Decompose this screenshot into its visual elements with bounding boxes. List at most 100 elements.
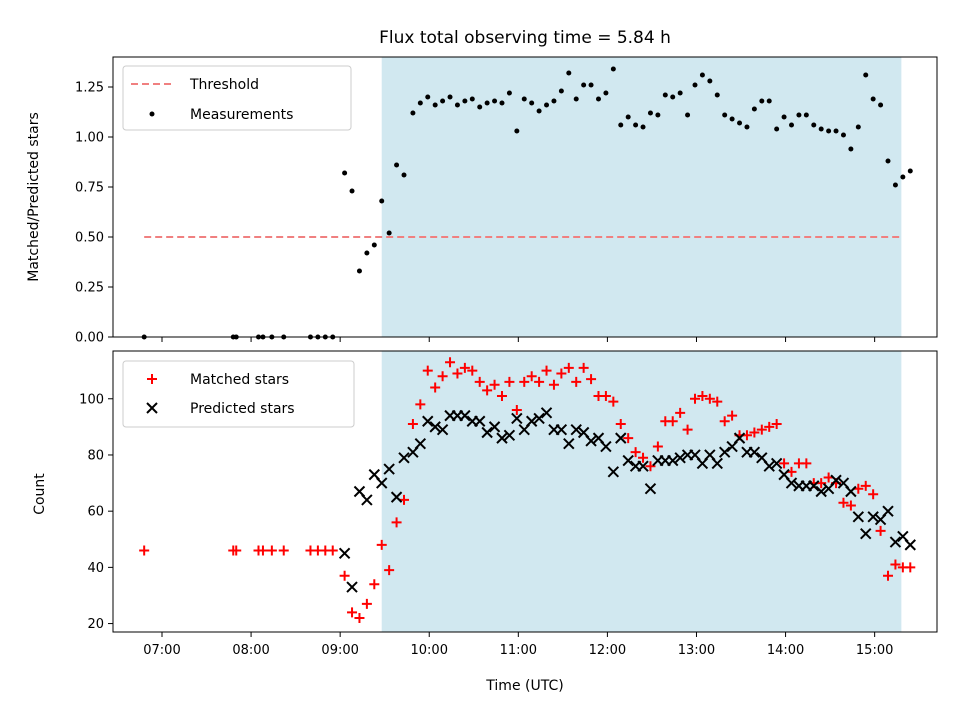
data-point (845, 500, 856, 511)
data-point (361, 494, 373, 506)
data-point (581, 82, 587, 88)
data-point (436, 423, 449, 436)
data-point (257, 545, 268, 556)
data-point (610, 66, 616, 72)
data-point (429, 421, 441, 433)
data-point (563, 362, 574, 373)
bottom-panel: 20 40 60 80 100 07:00 08:00 09:00 10:00 11:00 12:… (32, 350, 938, 694)
data-point (437, 371, 448, 382)
series-predicted-stars (338, 407, 916, 593)
y-tick-label: 20 (87, 617, 104, 632)
data-point (789, 122, 795, 128)
data-point (779, 458, 790, 469)
data-point (689, 393, 700, 404)
y-tick-label: 0.25 (75, 281, 104, 296)
data-point (492, 98, 498, 104)
data-point (417, 100, 423, 106)
data-point (727, 410, 738, 421)
data-point (677, 90, 683, 96)
top-axes-frame (112, 56, 938, 338)
data-point (615, 432, 627, 444)
data-point (638, 452, 649, 463)
data-point (544, 102, 550, 108)
top-legend: Threshold Measurements (122, 65, 352, 131)
data-point (667, 454, 679, 467)
data-point (551, 98, 557, 104)
data-point (338, 547, 351, 560)
data-point (711, 457, 723, 470)
data-point (459, 362, 470, 373)
data-point (445, 357, 456, 368)
data-point (863, 72, 869, 78)
y-tick-label: 100 (79, 392, 104, 407)
data-point (878, 102, 884, 108)
data-point (640, 124, 646, 130)
data-point (540, 407, 553, 419)
data-point (585, 435, 597, 447)
data-point (770, 457, 783, 470)
data-point (774, 126, 780, 132)
data-point (675, 407, 686, 418)
data-point (618, 122, 624, 128)
data-point (722, 112, 728, 118)
legend-measurements-swatch (149, 111, 155, 117)
data-point (376, 477, 388, 489)
data-point (432, 102, 438, 108)
data-point (803, 112, 809, 118)
top-y-axis-label: Matched/Predicted stars (26, 112, 42, 282)
data-point (484, 100, 490, 106)
data-point (751, 106, 757, 112)
y-tick-label: 0.75 (75, 181, 104, 196)
data-point (867, 511, 879, 523)
data-point (504, 376, 515, 387)
data-point (430, 382, 441, 393)
data-point (652, 441, 663, 452)
series-measurements (141, 66, 913, 340)
data-point (697, 390, 708, 401)
legend-matched-label: Matched stars (190, 372, 289, 388)
data-point (573, 96, 579, 102)
data-point (630, 447, 641, 458)
data-point (662, 92, 668, 98)
data-point (607, 466, 620, 478)
data-point (855, 124, 861, 130)
data-point (571, 376, 582, 387)
data-point (808, 480, 820, 492)
x-tick-label: 10:00 (411, 643, 448, 658)
data-point (407, 419, 418, 430)
data-point (474, 376, 485, 387)
data-point (477, 104, 483, 110)
data-point (356, 268, 362, 274)
data-point (503, 429, 516, 442)
observing-window-shade (381, 351, 902, 632)
data-point (563, 438, 575, 450)
data-point (875, 525, 886, 536)
data-point (655, 112, 661, 118)
legend-matched-swatch (147, 374, 157, 384)
data-point (506, 90, 512, 96)
data-point (347, 607, 358, 618)
data-point (840, 132, 846, 138)
data-point (885, 158, 891, 164)
data-point (578, 362, 589, 373)
data-point (845, 485, 857, 498)
x-tick-label: 07:00 (143, 643, 180, 658)
data-point (364, 250, 370, 256)
data-point (386, 230, 392, 236)
data-point (692, 82, 698, 88)
data-point (379, 198, 385, 204)
data-point (615, 419, 626, 430)
data-point (904, 539, 916, 551)
data-point (327, 545, 338, 556)
data-point (900, 174, 906, 180)
x-tick-label: 14:00 (767, 643, 804, 658)
bottom-legend-box (122, 360, 355, 428)
data-point (342, 170, 348, 176)
data-point (889, 536, 902, 548)
data-point (391, 517, 402, 528)
chart-title: Flux total observing time = 5.84 h (379, 28, 671, 48)
data-point (369, 579, 380, 590)
data-point (489, 379, 500, 390)
data-point (410, 110, 416, 116)
data-point (622, 454, 634, 467)
